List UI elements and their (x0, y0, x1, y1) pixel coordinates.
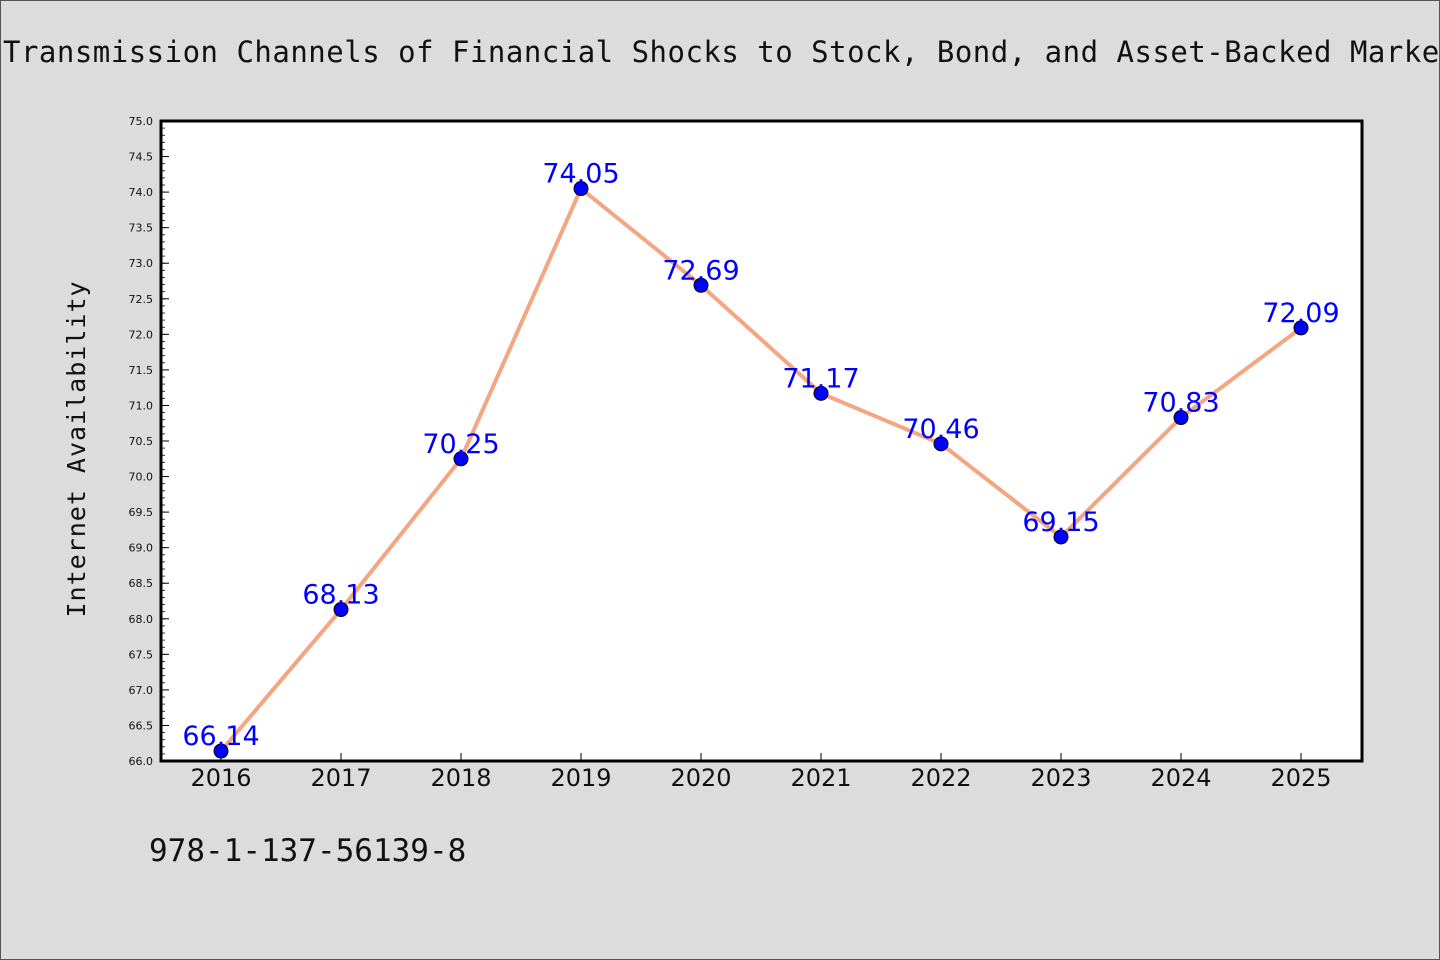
data-label: 71.17 (782, 363, 859, 394)
data-point (333, 602, 349, 618)
x-tick-label: 2022 (910, 764, 971, 792)
data-label: 68.13 (302, 580, 379, 611)
chart-title: Transmission Channels of Financial Shock… (3, 35, 1440, 69)
y-tick-label: 74.0 (129, 186, 154, 199)
y-tick-label: 68.0 (129, 613, 154, 626)
y-tick-label: 69.5 (129, 506, 154, 519)
x-tick-label: 2016 (190, 764, 251, 792)
y-tick-label: 67.0 (129, 684, 154, 697)
data-points (213, 181, 1309, 759)
y-tick-label: 72.0 (129, 328, 154, 341)
data-point (813, 385, 829, 401)
data-point (1173, 410, 1189, 426)
plot-area (161, 121, 1362, 761)
series-line (219, 186, 1303, 754)
x-tick-label: 2017 (310, 764, 371, 792)
y-tick-label: 71.0 (129, 399, 154, 412)
data-labels: 66.14 68.13 70.25 74.05 72.69 71.17 70.46 69.15… (182, 159, 1339, 752)
data-point (213, 743, 229, 759)
data-point (573, 181, 589, 197)
x-tick-label: 2023 (1030, 764, 1091, 792)
y-tick-label: 69.0 (129, 542, 154, 555)
y-tick-label: 71.5 (129, 364, 154, 377)
data-point (453, 451, 469, 467)
y-tick-label: 70.0 (129, 471, 154, 484)
y-tick-label: 66.5 (129, 719, 154, 732)
x-tick-label: 2018 (430, 764, 491, 792)
data-label: 70.83 (1142, 388, 1219, 419)
data-label: 70.46 (902, 414, 979, 445)
x-tick-label: 2021 (790, 764, 851, 792)
data-label: 72.69 (662, 255, 739, 286)
data-point (1053, 529, 1069, 545)
data-label: 74.05 (542, 159, 619, 190)
data-point (1293, 320, 1309, 336)
x-tick-label: 2019 (550, 764, 611, 792)
data-label: 70.25 (422, 429, 499, 460)
y-tick-label: 73.5 (129, 222, 154, 235)
data-point (693, 277, 709, 293)
footer-identifier: 978-1-137-56139-8 (149, 833, 467, 869)
y-tick-label: 70.5 (129, 435, 154, 448)
y-axis-label: Internet Availability (62, 280, 91, 617)
data-label: 72.09 (1262, 298, 1339, 329)
data-label: 69.15 (1022, 507, 1099, 538)
y-tick-label: 75.0 (129, 115, 154, 128)
y-tick-label: 72.5 (129, 293, 154, 306)
y-tick-label: 74.5 (129, 151, 154, 164)
x-tick-label: 2025 (1270, 764, 1331, 792)
x-tick-label: 2020 (670, 764, 731, 792)
y-tick-label: 73.0 (129, 257, 154, 270)
x-axis: 2016 2017 2018 2019 2020 2021 2022 2023 2024 2025 (190, 753, 1332, 792)
plot-border (159, 119, 1364, 763)
y-tick-label: 67.5 (129, 648, 154, 661)
data-point (933, 436, 949, 452)
data-label: 66.14 (182, 721, 259, 752)
y-tick-label: 66.0 (129, 755, 154, 768)
x-tick-label: 2024 (1150, 764, 1211, 792)
y-tick-label: 68.5 (129, 577, 154, 590)
